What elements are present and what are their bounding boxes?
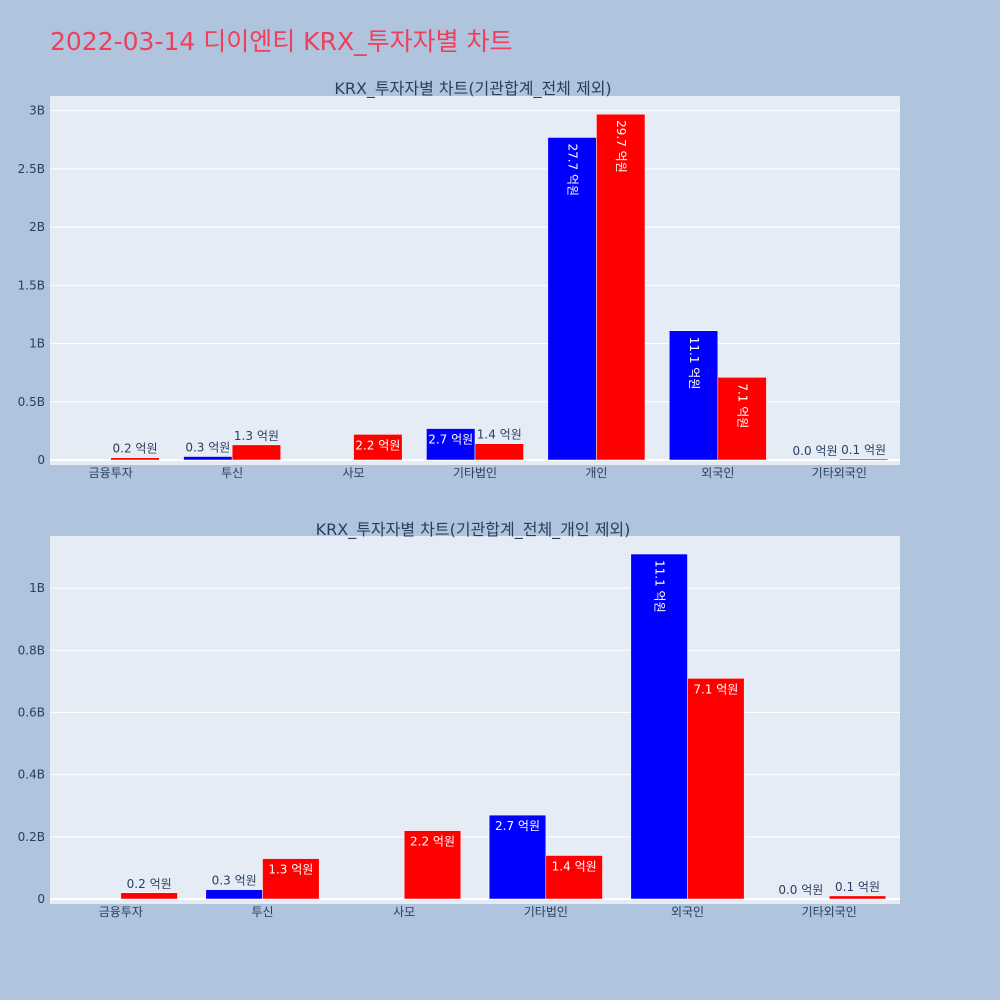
data-label: 0.0 억원 [778, 883, 823, 897]
bar [231, 444, 281, 461]
data-label: 2.7 억원 [428, 433, 473, 447]
y-tick-label: 0.6B [18, 706, 45, 720]
bar [545, 855, 603, 900]
bar [120, 892, 178, 900]
data-label: 1.3 억원 [234, 429, 279, 443]
bar [717, 377, 767, 461]
x-tick-label: 사모 [343, 466, 365, 480]
data-label: 0.2 억원 [127, 877, 172, 891]
data-label: 0.2 억원 [113, 442, 158, 456]
y-tick-label: 3B [29, 104, 45, 118]
data-label: 11.1 억원 [687, 337, 701, 390]
bar [110, 457, 160, 461]
x-tick-label: 투신 [221, 466, 243, 480]
data-label: 11.1 억원 [653, 560, 667, 613]
y-tick-label: 0.5B [18, 395, 45, 409]
x-tick-label: 외국인 [701, 466, 734, 480]
y-tick-label: 0.4B [18, 768, 45, 782]
y-tick-label: 1.5B [18, 278, 45, 292]
data-label: 0.1 억원 [835, 880, 880, 894]
data-label: 0.3 억원 [185, 441, 230, 455]
y-tick-label: 1B [29, 337, 45, 351]
data-label: 29.7 억원 [614, 120, 628, 173]
y-tick-label: 0.8B [18, 643, 45, 657]
x-tick-label: 기타외국인 [802, 905, 857, 919]
x-tick-label: 금융투자 [99, 905, 143, 919]
bar [262, 858, 320, 900]
bar [828, 895, 887, 900]
y-tick-label: 0 [37, 892, 45, 906]
x-tick-label: 금융투자 [89, 466, 133, 480]
bar [839, 458, 889, 461]
bar [488, 814, 547, 900]
data-label: 2.7 억원 [495, 819, 540, 833]
data-label: 1.4 억원 [552, 859, 597, 873]
x-tick-label: 기타법인 [453, 466, 497, 480]
chart-panel-1: 0 0.5B 1B 1.5B 2B 2.5B 3B KRX_투자자별 차트(기관합계_전체 제… [18, 79, 900, 480]
data-label: 0.1 억원 [841, 443, 886, 457]
bar [474, 443, 524, 461]
plot-background [50, 536, 900, 904]
x-tick-label: 사모 [393, 905, 415, 919]
data-label: 2.2 억원 [355, 438, 400, 452]
data-label: 2.2 억원 [410, 835, 455, 849]
page-title: 2022-03-14 디이엔티 KRX_투자자별 차트 [50, 27, 513, 56]
y-tick-label: 0 [37, 453, 45, 467]
chart-panel-2: 0 0.2B 0.4B 0.6B 0.8B 1B KRX_투자자별 차트(기관합계_전체_개… [18, 520, 900, 919]
bar [353, 434, 403, 461]
plot-background [50, 96, 900, 465]
bar [183, 456, 233, 461]
bar [205, 889, 263, 900]
y-tick-label: 2B [29, 220, 45, 234]
data-label: 27.7 억원 [566, 143, 580, 196]
subplot-title: KRX_투자자별 차트(기관합계_전체_개인 제외) [316, 520, 631, 540]
data-label: 1.4 억원 [477, 428, 522, 442]
data-label: 7.1 억원 [693, 682, 738, 696]
bar [403, 830, 462, 900]
x-tick-label: 개인 [585, 466, 607, 480]
x-tick-label: 투신 [251, 905, 273, 919]
y-tick-label: 1B [29, 581, 45, 595]
data-label: 7.1 억원 [736, 383, 750, 428]
bar [596, 113, 646, 461]
data-label: 0.0 억원 [793, 444, 838, 458]
bar [669, 330, 719, 461]
bar [687, 678, 745, 900]
y-tick-label: 0.2B [18, 830, 45, 844]
bar [426, 428, 476, 461]
y-tick-label: 2.5B [18, 162, 45, 176]
x-tick-label: 외국인 [671, 905, 704, 919]
x-tick-label: 기타외국인 [812, 466, 867, 480]
subplot-title: KRX_투자자별 차트(기관합계_전체 제외) [334, 79, 611, 99]
bar [547, 137, 597, 461]
x-tick-label: 기타법인 [524, 905, 568, 919]
data-label: 0.3 억원 [212, 874, 257, 888]
data-label: 1.3 억원 [268, 863, 313, 877]
bar [630, 553, 688, 900]
